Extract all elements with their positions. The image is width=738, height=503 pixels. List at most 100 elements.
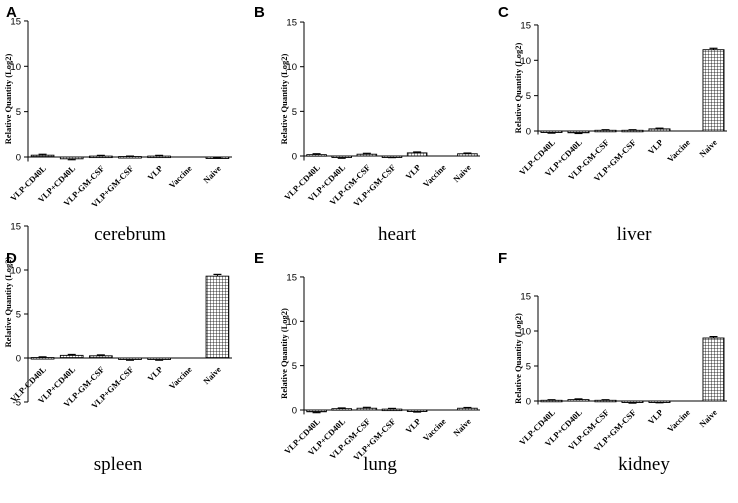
y-tick-label: 0	[16, 153, 21, 164]
x-category-label: VLP	[646, 407, 665, 426]
bar-vlp-gm-csf	[89, 155, 113, 159]
y-tick-label: 10	[10, 266, 21, 277]
panel-caption: spleen	[94, 454, 143, 475]
panel-letter: D	[6, 250, 17, 267]
y-tick-label: 10	[520, 56, 531, 67]
y-tick-label: 10	[286, 317, 297, 328]
y-tick-label: 10	[286, 62, 297, 73]
y-tick-label: 15	[520, 292, 531, 303]
y-tick-label: 5	[16, 310, 21, 321]
y-tick-label: 5	[292, 361, 297, 372]
y-tick-label: 0	[292, 406, 297, 417]
panel-letter: A	[6, 4, 17, 21]
bar-vlp	[406, 409, 428, 412]
y-tick-label: 5	[292, 107, 297, 118]
y-tick-label: 15	[286, 18, 297, 29]
x-category-label: Naive	[201, 364, 223, 386]
x-category-label: VLP	[403, 162, 422, 181]
panel-letter: F	[498, 250, 507, 267]
bar-vlp	[147, 357, 171, 360]
bar-vlp-gm-csf	[621, 129, 644, 133]
y-tick-label: 0	[526, 127, 531, 138]
x-category-label: VLP	[145, 364, 164, 383]
panel-letter: B	[254, 4, 265, 21]
panel-caption: liver	[617, 224, 652, 245]
bar-vlp-gm-csf	[594, 129, 617, 133]
y-tick-label: 5	[526, 91, 531, 102]
y-tick-label: 10	[10, 62, 21, 73]
bar-naive	[457, 153, 478, 157]
panel-letter: C	[498, 4, 509, 21]
y-axis-label: Relative Quantity (Log2)	[279, 54, 289, 145]
x-category-label: VLP	[646, 137, 665, 156]
y-axis-label: Relative Quantity (Log2)	[3, 257, 13, 348]
x-category-label: Naive	[697, 407, 719, 429]
bar-vlp-cd40l	[540, 130, 563, 133]
x-category-label: Vaccine	[167, 364, 194, 391]
bar-naive	[702, 337, 725, 402]
bar-vlp-cd40l	[306, 409, 327, 413]
bar-vlp-cd40l	[59, 156, 84, 160]
y-tick-label: 15	[286, 272, 297, 283]
x-category-label: Naive	[451, 162, 473, 184]
panel-caption: heart	[378, 224, 417, 245]
x-category-label: Naive	[201, 163, 223, 185]
bar-vlp-cd40l	[567, 399, 590, 402]
bar-vlp-cd40l	[567, 130, 590, 134]
y-tick-label: 15	[10, 222, 21, 233]
y-axis-label: Relative Quantity (Log2)	[513, 42, 523, 133]
y-tick-label: 5	[526, 362, 531, 373]
bar-vlp-cd40l	[540, 399, 563, 403]
x-category-label: Vaccine	[421, 162, 448, 189]
y-tick-label: 0	[526, 397, 531, 408]
bar-naive	[457, 407, 478, 411]
bar-vlp-gm-csf	[356, 153, 378, 157]
bar-vlp-cd40l	[306, 154, 327, 157]
x-category-label: Vaccine	[421, 416, 448, 443]
bar-vlp	[648, 128, 671, 132]
x-category-label: VLP	[145, 163, 164, 182]
bar-naive	[702, 49, 725, 132]
bar-vlp-cd40l	[30, 357, 55, 360]
x-category-label: Naive	[451, 416, 473, 438]
bar-vlp-cd40l	[331, 408, 352, 411]
y-axis-label: Relative Quantity (Log2)	[513, 313, 523, 404]
x-category-label: Vaccine	[665, 137, 692, 164]
bar-vlp-gm-csf	[118, 357, 142, 360]
y-tick-label: 5	[16, 107, 21, 118]
bar-vlp	[406, 152, 428, 157]
y-axis-label: Relative Quantity (Log2)	[279, 308, 289, 399]
y-axis-label: Relative Quantity (Log2)	[3, 53, 13, 144]
panel-caption: cerebrum	[94, 224, 166, 245]
y-tick-label: 15	[10, 16, 21, 27]
bar-vlp-cd40l	[30, 154, 55, 158]
bar-vlp	[147, 155, 171, 159]
y-tick-label: 10	[520, 327, 531, 338]
bar-vlp-gm-csf	[118, 156, 142, 159]
bar-vlp-gm-csf	[89, 355, 113, 359]
bar-naive	[205, 275, 230, 359]
panel-caption: kidney	[618, 454, 670, 475]
y-tick-label: 0	[16, 354, 21, 365]
y-tick-label: 0	[292, 152, 297, 163]
bar-vlp-gm-csf	[381, 408, 403, 412]
x-category-label: VLP	[403, 416, 422, 435]
y-tick-label: -5	[13, 398, 21, 409]
x-category-label: Vaccine	[167, 163, 194, 190]
bar-vlp-gm-csf	[594, 399, 617, 403]
bar-vlp-cd40l	[59, 354, 84, 359]
panel-caption: lung	[363, 454, 397, 475]
x-category-label: Naive	[697, 137, 719, 159]
bar-vlp-gm-csf	[621, 400, 644, 403]
x-category-label: Vaccine	[665, 407, 692, 434]
panel-letter: E	[254, 250, 264, 267]
bar-vlp-gm-csf	[356, 407, 378, 411]
y-tick-label: 15	[520, 20, 531, 31]
